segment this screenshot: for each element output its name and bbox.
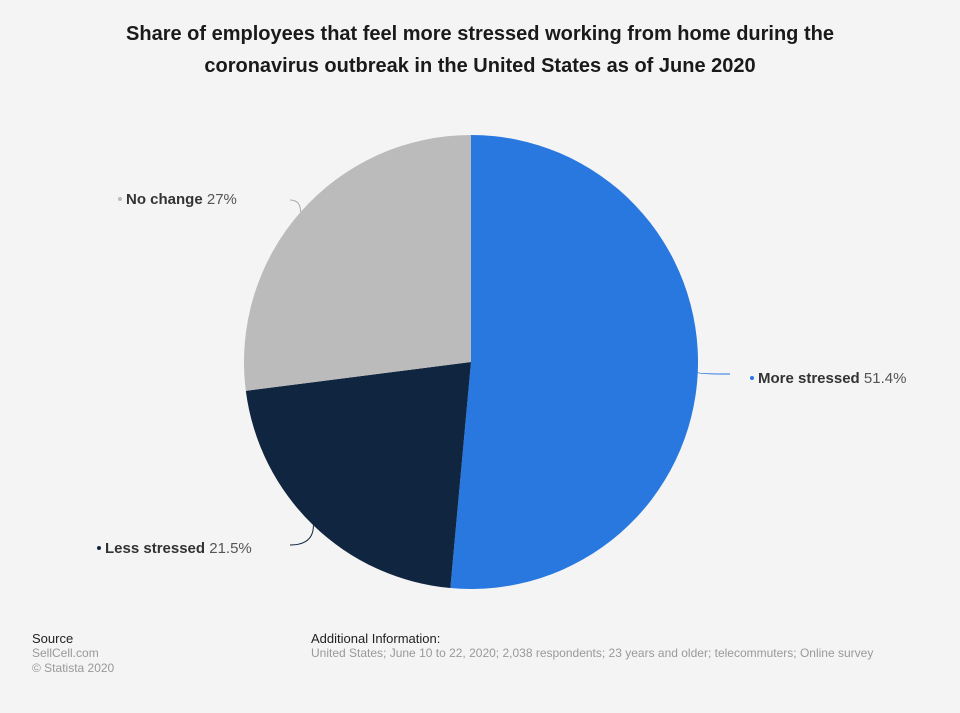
additional-info-text: United States; June 10 to 22, 2020; 2,03… [311,646,874,660]
slice-labels: More stressed 51.4% Less stressed 21.5% No… [97,191,906,557]
label-connectors [289,199,731,546]
slice-label-value: 51.4% [864,370,907,387]
pie-slice-more-stressed[interactable] [450,135,699,589]
slice-label-name: Less stressed [105,540,209,557]
pie-slices [244,135,699,589]
slice-label-name: More stressed [758,370,864,387]
connector-line [289,525,314,546]
source-name[interactable]: SellCell.com [32,646,99,660]
slice-label: More stressed 51.4% [758,370,906,387]
slice-label-value: 21.5% [209,540,252,557]
source-heading: Source [32,631,74,646]
copyright: © Statista 2020 [32,661,115,675]
additional-info-heading: Additional Information: [311,631,441,646]
connector-line [697,371,731,375]
pie-slice-less-stressed[interactable] [245,362,471,589]
slice-label: Less stressed 21.5% [105,540,252,557]
connector-line [289,199,302,213]
slice-label-value: 27% [207,191,237,208]
label-bullet [97,546,101,550]
slice-label-name: No change [126,191,207,208]
slice-label: No change 27% [126,191,237,208]
pie-slice-no-change[interactable] [244,135,471,391]
additional-info-block: Additional Information: United States; J… [311,631,873,661]
label-bullet [750,376,754,380]
label-bullet [118,197,122,201]
chart-title: Share of employees that feel more stress… [126,23,834,77]
source-block: Source SellCell.com © Statista 2020 [32,631,114,676]
